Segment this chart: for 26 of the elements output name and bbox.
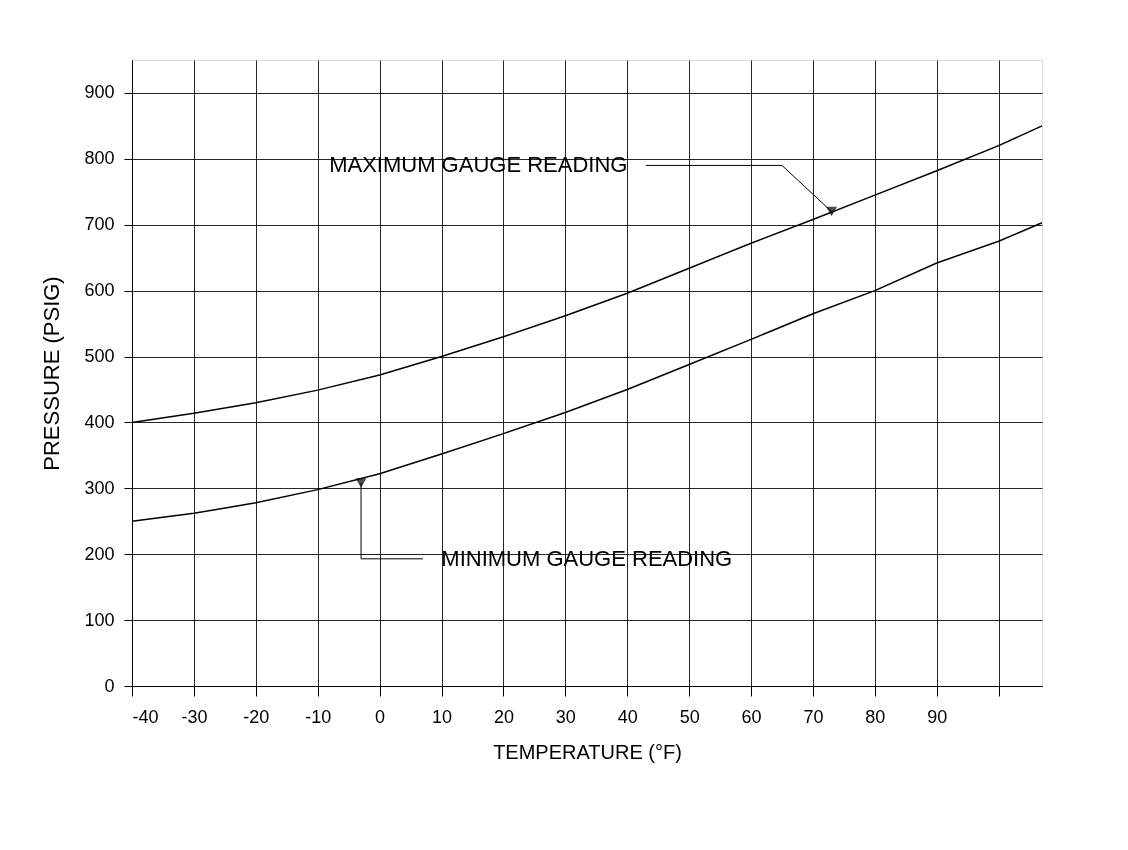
x-tick-label: 90 bbox=[927, 706, 948, 727]
y-tick-label: 400 bbox=[84, 411, 115, 432]
x-tick-label: 30 bbox=[555, 706, 576, 727]
x-tick-label: -30 bbox=[181, 706, 208, 727]
y-tick-label: 500 bbox=[84, 346, 115, 367]
y-tick-label: 700 bbox=[84, 214, 115, 235]
y-tick-label: 200 bbox=[84, 543, 115, 564]
y-tick-label: 600 bbox=[84, 280, 115, 301]
x-tick-label: 40 bbox=[617, 706, 638, 727]
x-tick-label: 0 bbox=[375, 706, 386, 727]
x-tick-label: -20 bbox=[243, 706, 270, 727]
y-tick-label: 300 bbox=[84, 477, 115, 498]
x-tick-label: 10 bbox=[432, 706, 453, 727]
x-tick-label: -40 bbox=[132, 706, 159, 727]
x-tick-label: 20 bbox=[493, 706, 514, 727]
y-tick-label: 800 bbox=[84, 148, 115, 169]
x-axis-title: TEMPERATURE (°F) bbox=[493, 740, 682, 763]
y-tick-label: 100 bbox=[84, 609, 115, 630]
y-tick-label: 0 bbox=[104, 675, 115, 696]
x-tick-label: 80 bbox=[865, 706, 886, 727]
y-axis-title: PRESSURE (PSIG) bbox=[39, 276, 65, 471]
y-tick-label: 900 bbox=[84, 82, 115, 103]
x-tick-label: 70 bbox=[803, 706, 824, 727]
x-tick-label: -10 bbox=[305, 706, 332, 727]
x-tick-label: 60 bbox=[741, 706, 762, 727]
x-tick-label: 50 bbox=[679, 706, 700, 727]
